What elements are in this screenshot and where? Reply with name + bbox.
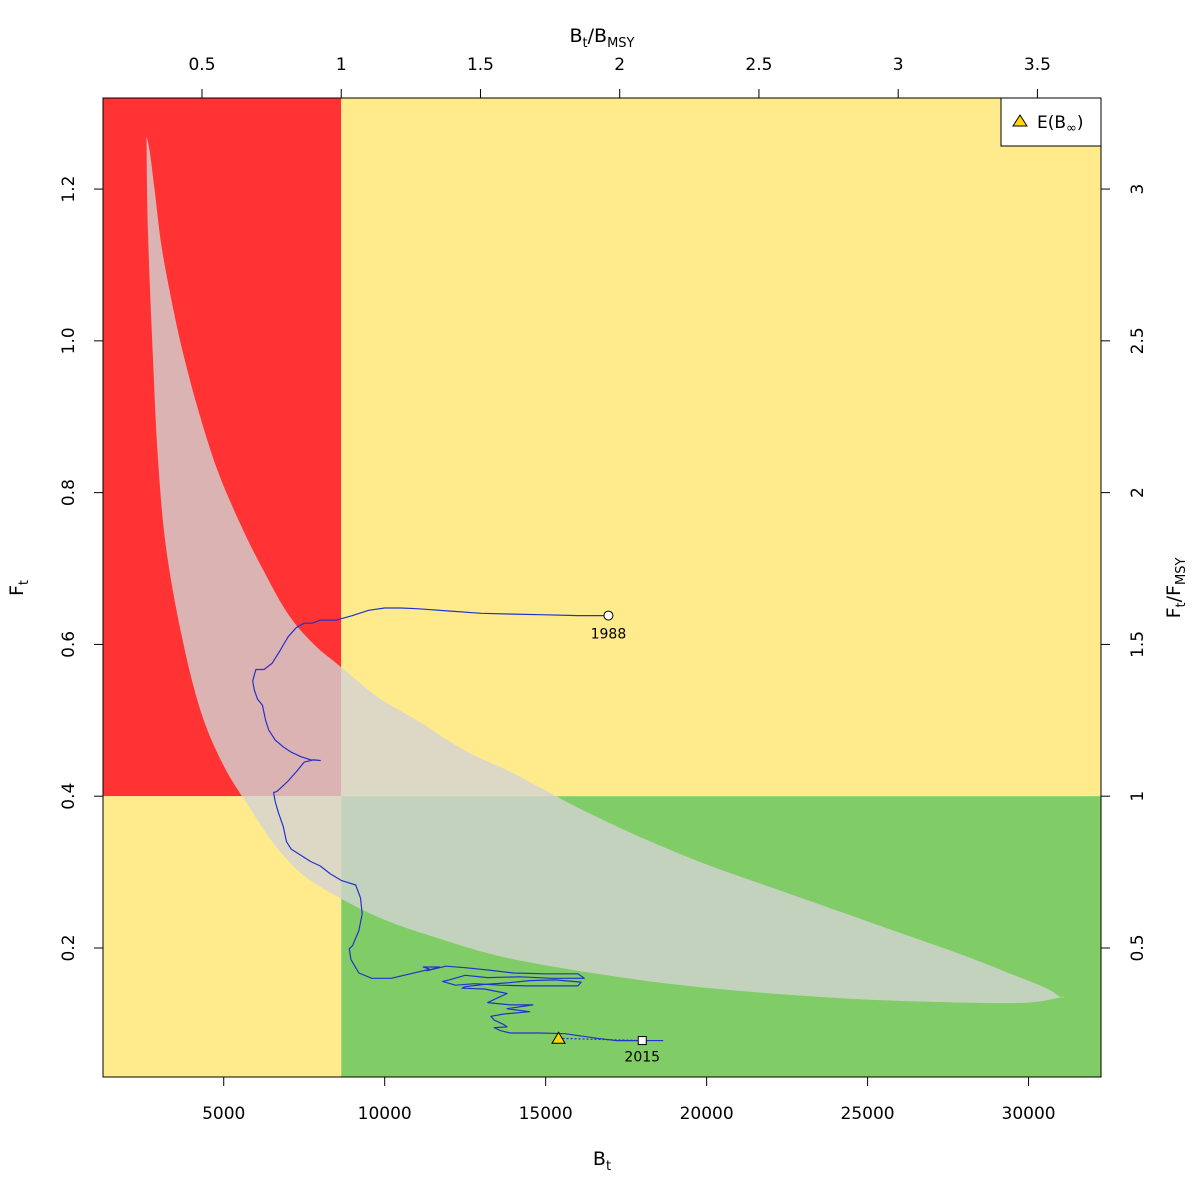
right-tick-label: 3 bbox=[1128, 184, 1148, 195]
y-tick-label: 1.0 bbox=[59, 327, 79, 354]
x-tick-label: 30000 bbox=[1002, 1104, 1056, 1124]
right-tick-label: 1.5 bbox=[1128, 631, 1148, 658]
y-tick-label: 0.4 bbox=[59, 783, 79, 810]
start-point-marker bbox=[603, 610, 614, 621]
x-tick-label: 5000 bbox=[202, 1104, 245, 1124]
x-tick-label: 20000 bbox=[680, 1104, 734, 1124]
top-tick-label: 0.5 bbox=[188, 55, 215, 75]
legend-label: E(B∞) bbox=[1037, 113, 1084, 136]
marker-points: 1988 2015 bbox=[551, 610, 660, 1066]
x-axis-top: 0.5 1 1.5 2 2.5 3 3.5 bbox=[188, 55, 1051, 98]
legend-triangle-icon bbox=[1012, 114, 1028, 127]
end-year-label: 2015 bbox=[624, 1050, 660, 1066]
expected-connector bbox=[558, 1037, 643, 1042]
x-tick-label: 25000 bbox=[841, 1104, 895, 1124]
y-tick-label: 0.8 bbox=[59, 479, 79, 506]
expected-equilibrium-marker bbox=[551, 1031, 566, 1044]
zone-overfishing bbox=[341, 98, 1101, 797]
legend: E(B∞) bbox=[1000, 97, 1102, 147]
status-zones bbox=[103, 98, 1101, 1077]
plot-frame bbox=[102, 97, 1102, 1078]
y-axis-left: 0.2 0.4 0.6 0.8 1.0 1.2 bbox=[59, 176, 103, 962]
top-tick-label: 3.5 bbox=[1024, 55, 1051, 75]
top-tick-label: 2 bbox=[614, 55, 625, 75]
top-axis-title: Bt/BMSY bbox=[569, 25, 634, 51]
right-axis-title: Ft/FMSY bbox=[1163, 558, 1189, 619]
trajectory-line bbox=[252, 607, 643, 1042]
right-tick-label: 1 bbox=[1128, 791, 1148, 802]
y-tick-label: 1.2 bbox=[59, 176, 79, 203]
x-tick-label: 10000 bbox=[358, 1104, 412, 1124]
right-tick-label: 2 bbox=[1128, 487, 1148, 498]
x-axis-title: Bt bbox=[593, 1148, 611, 1174]
y-axis-title: Ft bbox=[6, 580, 32, 596]
right-tick-label: 2.5 bbox=[1128, 327, 1148, 354]
start-year-label: 1988 bbox=[591, 627, 627, 643]
end-point-marker bbox=[637, 1036, 647, 1046]
right-tick-label: 0.5 bbox=[1128, 934, 1148, 961]
confidence-region bbox=[146, 135, 1064, 1004]
y-tick-label: 0.2 bbox=[59, 934, 79, 961]
top-tick-label: 2.5 bbox=[745, 55, 772, 75]
y-axis-right: 0.5 1 1.5 2 2.5 3 bbox=[1101, 184, 1148, 962]
y-tick-label: 0.6 bbox=[59, 631, 79, 658]
top-tick-label: 1 bbox=[336, 55, 347, 75]
top-tick-label: 3 bbox=[893, 55, 904, 75]
top-tick-label: 1.5 bbox=[467, 55, 494, 75]
x-axis-bottom: 5000 10000 15000 20000 25000 30000 bbox=[202, 1077, 1056, 1124]
x-tick-label: 15000 bbox=[519, 1104, 573, 1124]
confidence-ellipse bbox=[146, 135, 1064, 1004]
